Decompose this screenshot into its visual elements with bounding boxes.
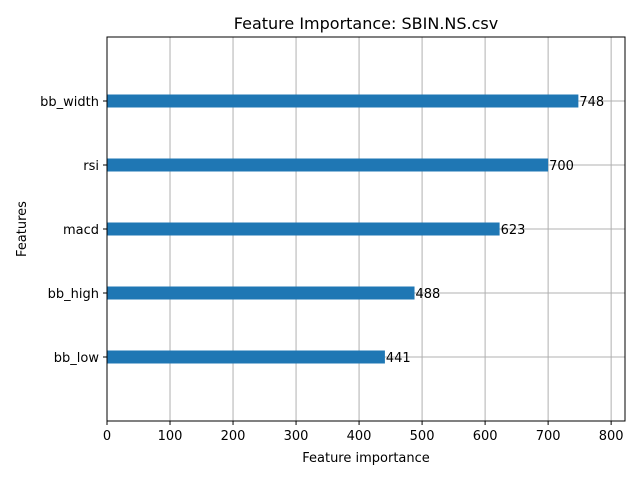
chart-title: Feature Importance: SBIN.NS.csv [234,14,498,33]
bar-value-label: 748 [579,95,604,110]
x-tick-label: 100 [158,429,183,444]
x-axis-title: Feature importance [302,451,430,466]
x-tick-label: 800 [599,429,624,444]
bar-rsi [107,158,549,172]
bars [107,94,579,364]
y-tick-label: bb_low [54,351,100,366]
bar-macd [107,222,500,236]
x-tick-label: 200 [221,429,246,444]
y-axis-title: Features [15,201,30,257]
y-tick-label: rsi [83,159,99,174]
y-tick-label: bb_width [40,95,99,110]
x-tick-label: 600 [473,429,498,444]
x-tick-label: 700 [536,429,561,444]
x-tick-label: 300 [284,429,309,444]
bar-value-label: 441 [386,351,411,366]
bar-value-label: 623 [501,223,526,238]
bar-bb_high [107,286,415,300]
bar-value-label: 488 [416,287,441,302]
x-tick-label: 500 [410,429,435,444]
x-tick-label: 0 [103,429,111,444]
bar-bb_width [107,94,579,108]
bar-bb_low [107,350,385,364]
x-tick-label: 400 [347,429,372,444]
ticks: 0 100 200 300 400 500 600 700 800 bb_width 748 rsi 7… [40,95,623,444]
bar-value-label: 700 [549,159,574,174]
y-tick-label: bb_high [48,287,99,302]
y-tick-label: macd [63,223,99,238]
